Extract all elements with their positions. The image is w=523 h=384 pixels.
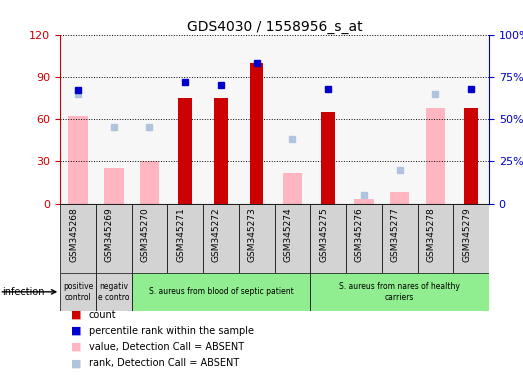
Text: GSM345269: GSM345269 [105, 207, 114, 262]
Bar [417, 35, 453, 204]
Text: ■: ■ [71, 310, 81, 320]
Bar [104, 168, 123, 204]
Text: GSM345275: GSM345275 [319, 207, 328, 262]
Bar [132, 273, 310, 311]
Text: S. aureus from blood of septic patient: S. aureus from blood of septic patient [149, 287, 293, 296]
Bar [203, 204, 239, 273]
Bar [382, 204, 417, 273]
Bar [417, 204, 453, 273]
Bar [346, 35, 382, 204]
Bar [310, 35, 346, 204]
Text: count: count [89, 310, 117, 320]
Bar [60, 273, 96, 311]
Bar [464, 108, 478, 204]
Bar [275, 204, 310, 273]
Text: S. aureus from nares of healthy
carriers: S. aureus from nares of healthy carriers [339, 282, 460, 301]
Bar [68, 116, 88, 204]
Bar [453, 204, 489, 273]
Text: value, Detection Call = ABSENT: value, Detection Call = ABSENT [89, 342, 244, 352]
Bar [60, 204, 96, 273]
Bar [390, 192, 410, 204]
Bar [96, 35, 132, 204]
Bar [322, 112, 335, 204]
Text: negativ
e contro: negativ e contro [98, 282, 130, 301]
Text: GSM345279: GSM345279 [462, 207, 471, 262]
Text: positive
control: positive control [63, 282, 93, 301]
Bar [239, 35, 275, 204]
Bar [310, 273, 489, 311]
Bar [275, 35, 310, 204]
Text: ■: ■ [71, 326, 81, 336]
Text: ■: ■ [71, 358, 81, 368]
Bar [60, 35, 96, 204]
Bar [96, 273, 132, 311]
Text: GSM345268: GSM345268 [69, 207, 78, 262]
Title: GDS4030 / 1558956_s_at: GDS4030 / 1558956_s_at [187, 20, 362, 33]
Text: ■: ■ [71, 342, 81, 352]
Text: GSM345271: GSM345271 [176, 207, 185, 262]
Text: GSM345278: GSM345278 [426, 207, 435, 262]
Bar [96, 204, 132, 273]
Bar [178, 98, 192, 204]
Text: GSM345277: GSM345277 [391, 207, 400, 262]
Text: GSM345273: GSM345273 [248, 207, 257, 262]
Text: GSM345276: GSM345276 [355, 207, 364, 262]
Bar [140, 161, 160, 204]
Text: GSM345274: GSM345274 [283, 207, 292, 262]
Bar [239, 204, 275, 273]
Bar [250, 63, 264, 204]
Text: rank, Detection Call = ABSENT: rank, Detection Call = ABSENT [89, 358, 239, 368]
Text: GSM345270: GSM345270 [141, 207, 150, 262]
Bar [167, 35, 203, 204]
Bar [346, 204, 382, 273]
Text: GSM345272: GSM345272 [212, 207, 221, 262]
Bar [382, 35, 417, 204]
Bar [453, 35, 489, 204]
Text: percentile rank within the sample: percentile rank within the sample [89, 326, 254, 336]
Bar [132, 204, 167, 273]
Bar [203, 35, 239, 204]
Bar [426, 108, 445, 204]
Text: infection: infection [3, 287, 45, 297]
Bar [167, 204, 203, 273]
Bar [310, 204, 346, 273]
Bar [282, 172, 302, 204]
Bar [354, 199, 374, 204]
Bar [132, 35, 167, 204]
Bar [214, 98, 228, 204]
